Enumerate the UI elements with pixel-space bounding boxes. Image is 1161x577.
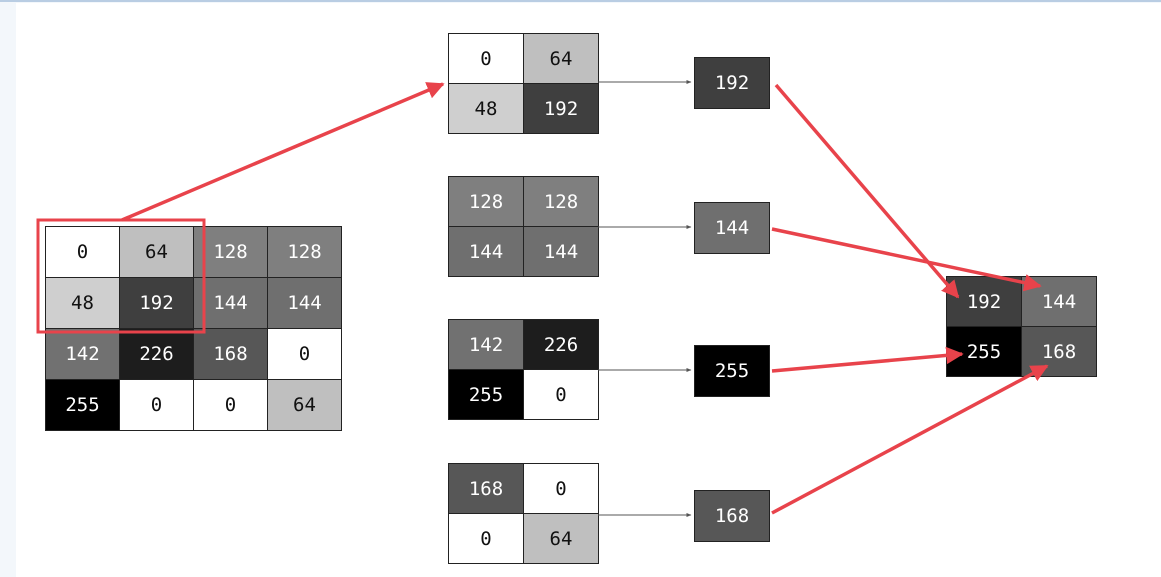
window-cell: 0 [449,34,523,83]
input-cell: 0 [268,329,341,379]
input-cell: 192 [120,278,193,328]
input-matrix: 0 64 128 128 48 192 144 144 142 226 168 … [45,226,342,431]
red-arrow-255 [771,346,964,373]
window-cell: 48 [449,84,523,133]
red-arrow-input-to-window [121,82,445,222]
pool-window-1: 0 64 48 192 [448,33,599,134]
max-value-3: 255 [694,345,770,397]
input-cell: 128 [194,227,267,277]
window-cell: 64 [524,34,598,83]
window-cell: 128 [524,177,598,226]
input-cell: 0 [194,380,267,430]
window-cell: 144 [524,227,598,276]
window-cell: 128 [449,177,523,226]
red-arrow-168 [771,364,1049,515]
top-border-line [0,0,1161,2]
input-cell: 255 [46,380,119,430]
output-cell: 192 [947,277,1021,326]
input-cell: 144 [194,278,267,328]
window-cell: 0 [524,464,598,513]
red-arrow-144 [771,227,1042,292]
max-value-1: 192 [694,57,770,109]
window-cell: 144 [449,227,523,276]
max-value-4: 168 [694,490,770,542]
highlight-box [36,218,206,334]
input-cell: 48 [46,278,119,328]
pool-window-2: 128 128 144 144 [448,176,599,277]
input-cell: 0 [46,227,119,277]
max-value-2: 144 [694,202,770,254]
window-cell: 142 [449,320,523,369]
input-cell: 142 [46,329,119,379]
input-cell: 226 [120,329,193,379]
input-cell: 144 [268,278,341,328]
window-cell: 64 [524,514,598,563]
pool-window-4: 168 0 0 64 [448,463,599,564]
input-cell: 0 [120,380,193,430]
input-cell: 168 [194,329,267,379]
window-cell: 226 [524,320,598,369]
window-cell: 255 [449,370,523,419]
pool-window-3: 142 226 255 0 [448,319,599,420]
window-cell: 0 [449,514,523,563]
input-cell: 64 [268,380,341,430]
output-cell: 255 [947,327,1021,376]
window-cell: 192 [524,84,598,133]
window-cell: 0 [524,370,598,419]
red-arrow-192 [774,83,960,299]
input-cell: 128 [268,227,341,277]
window-cell: 168 [449,464,523,513]
input-cell: 64 [120,227,193,277]
output-matrix: 192 144 255 168 [946,276,1097,377]
